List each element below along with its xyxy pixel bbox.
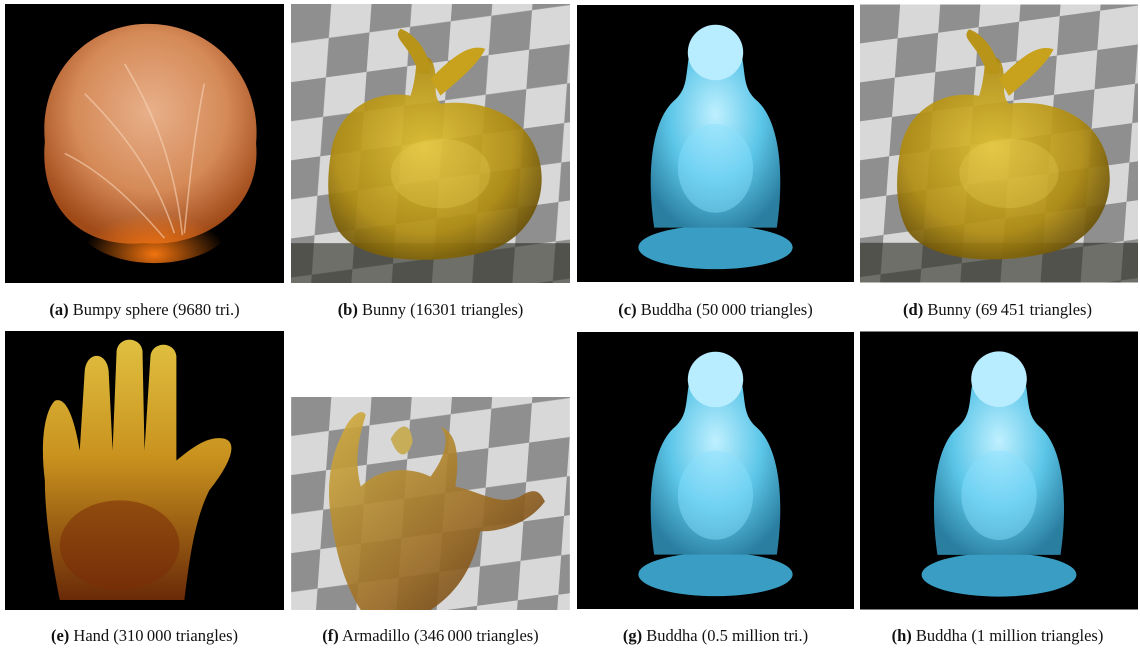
- caption-g: (g) Buddha (0.5 million tri.): [573, 626, 858, 646]
- bunny-render: [860, 4, 1138, 283]
- bunny-render: [291, 4, 570, 283]
- caption-c: (c) Buddha (50 000 triangles): [573, 300, 858, 320]
- panel-b-image: [291, 4, 570, 283]
- caption-text: Hand (310 000 triangles): [73, 626, 239, 645]
- caption-d: (d) Bunny (69 451 triangles): [855, 300, 1140, 320]
- hand-render: [5, 331, 284, 610]
- armadillo-render: [291, 397, 570, 610]
- caption-text: Buddha (50 000 triangles): [640, 300, 813, 319]
- panel-e-image: [5, 331, 284, 610]
- caption-tag: (f): [322, 626, 339, 645]
- caption-a: (a) Bumpy sphere (9680 tri.): [2, 300, 287, 320]
- panel-c-image: [577, 4, 854, 283]
- bumpy-sphere-render: [5, 4, 284, 283]
- caption-tag: (d): [903, 300, 924, 319]
- caption-tag: (a): [49, 300, 69, 319]
- caption-f: (f) Armadillo (346 000 triangles): [288, 626, 573, 646]
- caption-h: (h) Buddha (1 million triangles): [855, 626, 1140, 646]
- caption-e: (e) Hand (310 000 triangles): [2, 626, 287, 646]
- caption-text: Buddha (1 million triangles): [915, 626, 1104, 645]
- caption-tag: (b): [337, 300, 358, 319]
- panel-g-image: [577, 331, 854, 610]
- caption-text: Bunny (16301 triangles): [361, 300, 524, 319]
- caption-tag: (g): [622, 626, 643, 645]
- panel-a-image: [5, 4, 284, 283]
- panel-h-image: [860, 331, 1138, 610]
- panel-f-image: [291, 397, 570, 610]
- caption-tag: (c): [618, 300, 637, 319]
- caption-tag: (h): [891, 626, 912, 645]
- caption-text: Bunny (69 451 triangles): [927, 300, 1092, 319]
- panel-d-image: [860, 4, 1138, 283]
- caption-text: Buddha (0.5 million tri.): [646, 626, 809, 645]
- buddha-render: [577, 5, 854, 282]
- buddha-render: [860, 331, 1138, 610]
- buddha-render: [577, 332, 854, 609]
- caption-text: Bumpy sphere (9680 tri.): [72, 300, 240, 319]
- caption-tag: (e): [50, 626, 70, 645]
- caption-b: (b) Bunny (16301 triangles): [288, 300, 573, 320]
- caption-text: Armadillo (346 000 triangles): [342, 626, 539, 645]
